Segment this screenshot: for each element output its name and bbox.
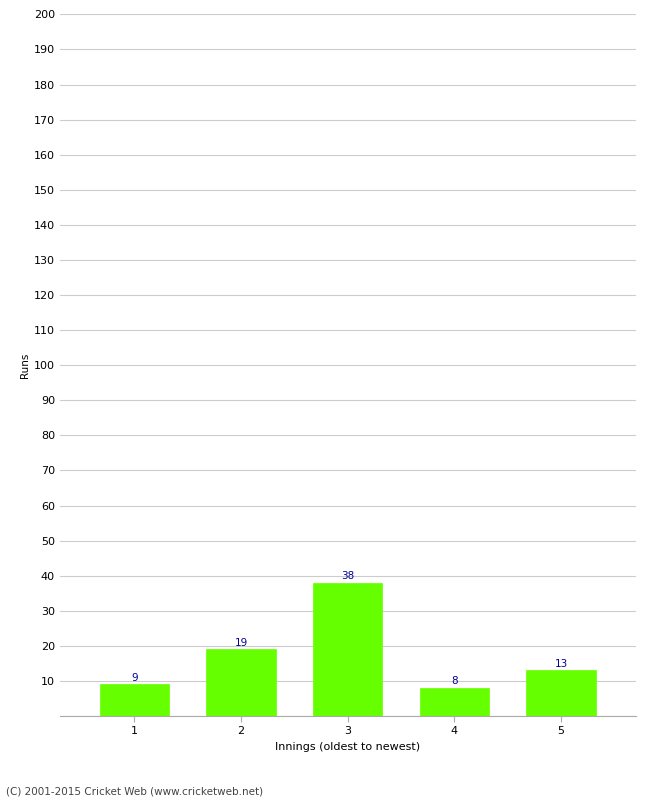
Bar (526, 670, 595, 716)
Text: 8: 8 (451, 676, 458, 686)
Text: 9: 9 (131, 673, 138, 682)
Bar (207, 650, 276, 716)
Bar (420, 688, 489, 716)
Bar (100, 685, 169, 716)
Text: 19: 19 (235, 638, 248, 647)
Bar (313, 582, 382, 716)
Y-axis label: Runs: Runs (20, 353, 30, 378)
Text: (C) 2001-2015 Cricket Web (www.cricketweb.net): (C) 2001-2015 Cricket Web (www.cricketwe… (6, 786, 264, 796)
Text: 38: 38 (341, 571, 354, 581)
X-axis label: Innings (oldest to newest): Innings (oldest to newest) (275, 742, 421, 752)
Text: 13: 13 (554, 658, 567, 669)
